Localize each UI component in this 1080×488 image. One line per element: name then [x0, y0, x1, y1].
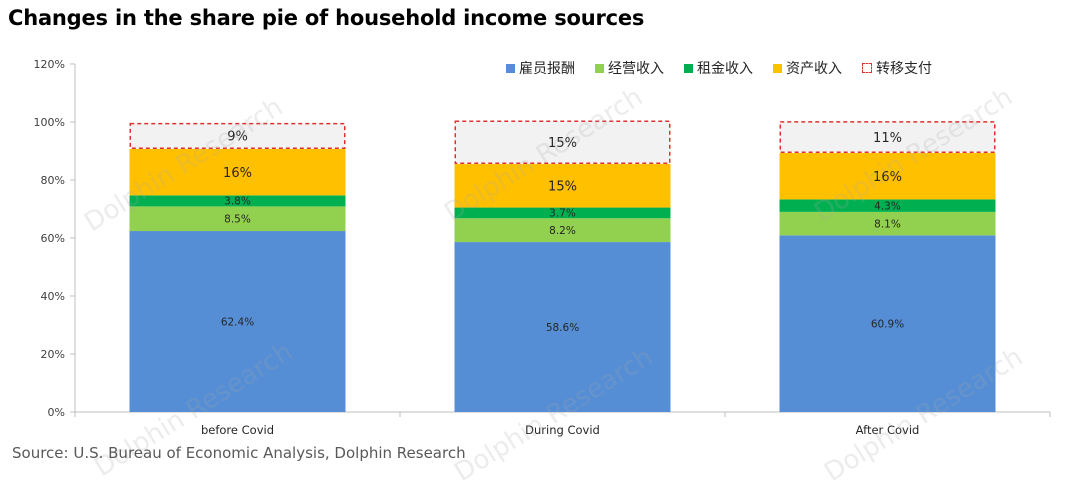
- data-label: 8.5%: [224, 213, 251, 225]
- bar-segment: [129, 195, 346, 207]
- source-note: Source: U.S. Bureau of Economic Analysis…: [12, 444, 466, 462]
- bar-segment: [129, 231, 346, 412]
- bar-segment: [129, 206, 346, 232]
- x-tick-label: before Covid: [201, 423, 274, 437]
- legend-label: 雇员报酬: [519, 61, 575, 77]
- data-label: 8.1%: [874, 218, 901, 230]
- bar-segment: [779, 153, 996, 200]
- legend-swatch: [684, 63, 693, 73]
- legend-swatch: [506, 63, 515, 73]
- data-label: 9%: [227, 130, 248, 145]
- data-label: 16%: [873, 170, 902, 185]
- bar-segment: [779, 121, 996, 154]
- legend-label: 租金收入: [697, 61, 753, 77]
- page-title: Changes in the share pie of household in…: [8, 6, 645, 30]
- y-tick-label: 60%: [41, 232, 65, 245]
- data-label: 11%: [873, 131, 902, 146]
- bar-segment: [454, 218, 671, 243]
- legend-label: 资产收入: [786, 61, 842, 77]
- data-label: 3.7%: [549, 208, 576, 220]
- data-label: 62.4%: [221, 316, 254, 328]
- bar-segment: [779, 235, 996, 412]
- data-label: 15%: [548, 179, 577, 194]
- data-label: 58.6%: [546, 322, 579, 334]
- y-tick-label: 0%: [48, 406, 65, 419]
- legend-swatch: [595, 63, 604, 73]
- data-label: 60.9%: [871, 318, 904, 330]
- y-tick-label: 120%: [34, 58, 65, 71]
- legend-item: 雇员报酬: [506, 58, 575, 78]
- y-tick-label: 40%: [41, 290, 65, 303]
- legend-item: 资产收入: [773, 58, 842, 78]
- y-tick-label: 20%: [41, 348, 65, 361]
- bar-segment: [454, 242, 671, 412]
- data-label: 4.3%: [874, 200, 901, 212]
- bar-segment: [779, 211, 996, 236]
- legend-swatch: [862, 63, 872, 73]
- legend-label: 转移支付: [876, 61, 932, 77]
- bar-segment: [129, 122, 346, 149]
- y-tick-label: 100%: [34, 116, 65, 129]
- bar-segment: [454, 207, 671, 219]
- legend-swatch: [773, 63, 782, 73]
- legend-item: 转移支付: [862, 58, 932, 78]
- y-tick-label: 80%: [41, 174, 65, 187]
- bar-segment: [454, 164, 671, 208]
- legend-item: 经营收入: [595, 58, 664, 78]
- bar-segment: [779, 199, 996, 212]
- bar-segment: [454, 120, 671, 165]
- data-label: 15%: [548, 136, 577, 151]
- data-label: 8.2%: [549, 225, 576, 237]
- data-label: 3.8%: [224, 196, 251, 208]
- data-label: 16%: [223, 166, 252, 181]
- x-tick-label: During Covid: [525, 423, 600, 437]
- x-tick-label: After Covid: [856, 423, 920, 437]
- chart-legend: 雇员报酬 经营收入 租金收入 资产收入 转移支付: [506, 57, 932, 79]
- legend-item: 租金收入: [684, 58, 753, 78]
- bar-segment: [129, 148, 346, 196]
- legend-label: 经营收入: [608, 61, 664, 77]
